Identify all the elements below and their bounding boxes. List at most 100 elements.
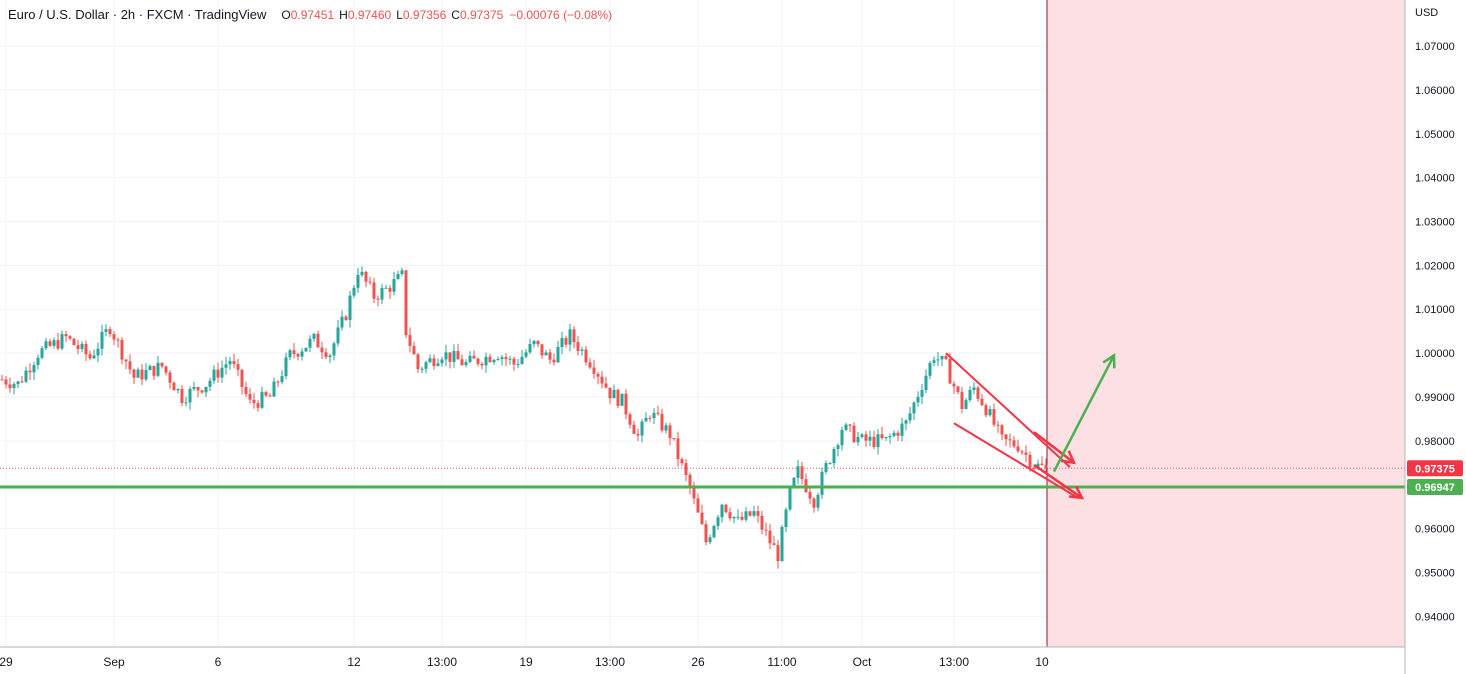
candle-body — [772, 543, 776, 546]
symbol-title[interactable]: Euro / U.S. Dollar · 2h · FXCM · Trading… — [8, 7, 267, 22]
price-tick-label: 1.03000 — [1415, 217, 1455, 229]
candle-body — [312, 333, 316, 339]
candle-body — [856, 436, 860, 443]
candle-body — [648, 417, 652, 419]
time-tick-label: 26 — [691, 655, 705, 669]
candle-body — [88, 354, 92, 359]
candle-body — [1000, 425, 1004, 435]
time-tick-label: Oct — [853, 655, 872, 669]
candle-body — [452, 350, 456, 362]
candle-body — [776, 545, 780, 562]
candle-body — [72, 338, 76, 346]
wedge-upper-line[interactable] — [945, 352, 1071, 468]
candle-body — [896, 432, 900, 436]
candle-body — [940, 355, 944, 360]
candle-body — [1012, 440, 1016, 447]
candle-body — [196, 387, 200, 391]
candle-body — [164, 366, 168, 373]
candle-body — [36, 357, 40, 366]
arrow-head-1[interactable] — [1068, 485, 1085, 500]
time-axis[interactable]: 29 Sep 6 12 13:00 19 13:00 26 11:00 Oct 13:00 10 — [0, 646, 1405, 669]
candle-body — [344, 316, 348, 320]
arrow-head-0[interactable] — [1060, 450, 1077, 465]
candle-body — [284, 357, 288, 377]
candle-body — [96, 348, 100, 356]
candle-body — [696, 498, 700, 513]
candle-body — [320, 347, 324, 353]
candle-body — [240, 369, 244, 387]
candle-body — [508, 358, 512, 360]
arrow-line-2[interactable] — [1052, 354, 1116, 473]
annotations[interactable] — [945, 352, 1116, 500]
candle-body — [292, 350, 296, 355]
arrow-line-1[interactable] — [1033, 463, 1083, 499]
candle-body — [732, 516, 736, 519]
candle-body — [564, 338, 568, 345]
high-label: H — [339, 8, 348, 22]
support-badge-text: 0.96947 — [1415, 482, 1455, 494]
candle-body — [864, 434, 868, 441]
candle-body — [780, 526, 784, 562]
candle-body — [152, 365, 156, 376]
candle-body — [52, 340, 56, 346]
candle-body — [904, 420, 908, 424]
candle-body — [948, 358, 952, 384]
candle-body — [544, 352, 548, 356]
candle-body — [484, 356, 488, 366]
candle-body — [796, 466, 800, 478]
candle-body — [384, 287, 388, 289]
candle-body — [336, 327, 340, 344]
candle-body — [956, 386, 960, 392]
candle-body — [592, 367, 596, 374]
candle-body — [924, 375, 928, 390]
wedge-lower-line[interactable] — [953, 422, 1079, 499]
candle-body — [32, 365, 36, 373]
candle-body — [308, 338, 312, 348]
last-price-badge-bg — [1407, 460, 1463, 477]
candle-body — [788, 487, 792, 510]
candle-body — [360, 271, 364, 275]
candle-body — [352, 287, 356, 296]
candle-body — [44, 341, 48, 349]
candle-body — [848, 424, 852, 426]
time-tick-label: 11:00 — [767, 655, 796, 669]
candle-body — [84, 343, 88, 355]
candle-body — [120, 339, 124, 360]
time-tick-label: Sep — [103, 655, 125, 669]
candle-body — [724, 504, 728, 513]
candle-body — [880, 434, 884, 439]
high-value: 0.97460 — [347, 8, 392, 22]
candle-body — [764, 529, 768, 531]
candle-body — [260, 392, 264, 408]
close-value: 0.97375 — [459, 8, 504, 22]
price-tick-label: 0.95000 — [1415, 567, 1455, 579]
price-axis[interactable]: USD 1.07000 1.06000 1.05000 1.04000 1.03000 1.… — [1404, 0, 1455, 674]
candle-body — [112, 334, 116, 340]
candle-body — [304, 347, 308, 352]
open-value: 0.97451 — [290, 8, 335, 22]
low-label: L — [396, 8, 403, 22]
candle-body — [976, 387, 980, 399]
candle-body — [172, 382, 176, 391]
candle-body — [148, 365, 152, 371]
arrow-line-0[interactable] — [1033, 431, 1075, 464]
candle-body — [476, 358, 480, 364]
candle-body — [728, 512, 732, 519]
candle-body — [608, 387, 612, 399]
candle-body — [244, 386, 248, 394]
candle-body — [964, 400, 968, 409]
candle-body — [768, 530, 772, 544]
candle-body — [448, 352, 452, 362]
candle-body — [396, 274, 400, 280]
candle-body — [124, 359, 128, 362]
candle-body — [588, 362, 592, 368]
change-value: −0.00076 (−0.08%) — [509, 8, 613, 22]
future-zone — [1047, 0, 1405, 647]
candle-body — [812, 498, 816, 508]
candle-body — [920, 389, 924, 397]
symbol-legend[interactable]: Euro / U.S. Dollar · 2h · FXCM · Trading… — [8, 7, 612, 22]
candle-body — [364, 271, 368, 282]
arrow-head-2[interactable] — [1102, 352, 1116, 369]
candle-body — [456, 350, 460, 360]
